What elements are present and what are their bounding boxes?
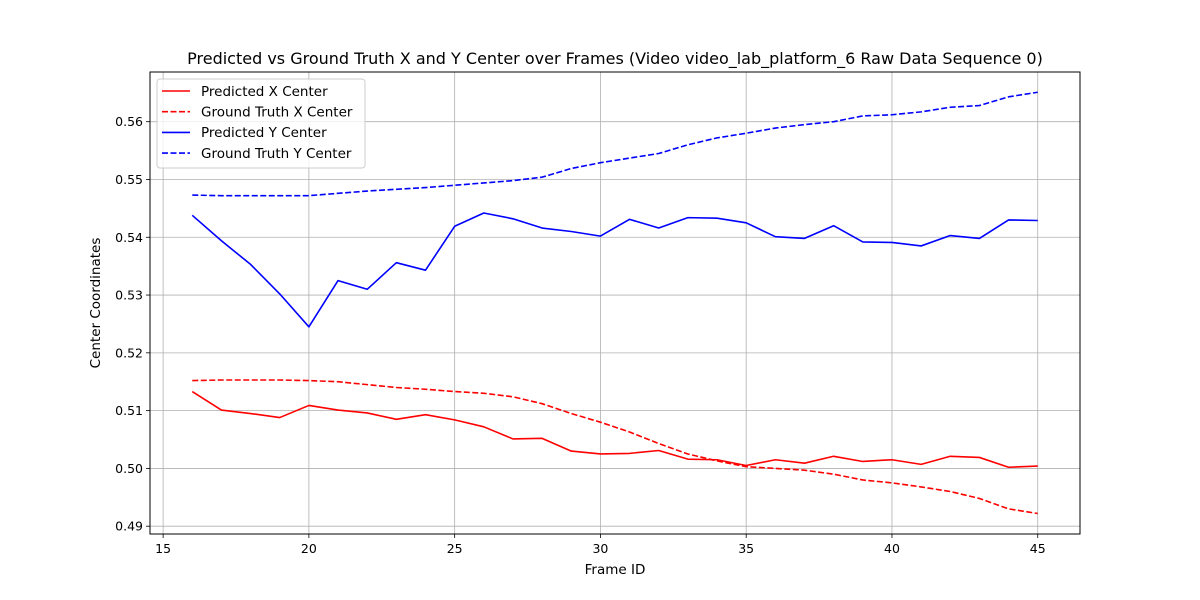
x-tick-label: 40 bbox=[884, 541, 900, 556]
legend-label-1: Predicted X Center bbox=[201, 84, 328, 100]
x-axis: 15 20 25 30 35 40 45 bbox=[155, 534, 1046, 556]
x-tick-label: 20 bbox=[301, 541, 317, 556]
series-line-1 bbox=[191, 390, 1038, 469]
y-axis-label: Center Coordinates bbox=[88, 238, 104, 369]
y-axis: 0.49 0.50 0.51 0.52 0.53 0.54 0.55 0.56 bbox=[115, 114, 150, 534]
x-tick-label: 45 bbox=[1030, 541, 1046, 556]
legend-label-2: Ground Truth X Center bbox=[201, 105, 353, 121]
chart-title: Predicted vs Ground Truth X and Y Center… bbox=[187, 49, 1043, 69]
y-tick-label: 0.49 bbox=[115, 519, 143, 534]
legend: Predicted X Center Ground Truth X Center P… bbox=[156, 78, 366, 169]
x-tick-label: 35 bbox=[738, 541, 754, 556]
y-tick-label: 0.54 bbox=[115, 230, 143, 245]
x-tick-label: 15 bbox=[155, 541, 171, 556]
legend-box bbox=[156, 78, 366, 169]
y-tick-label: 0.55 bbox=[115, 172, 143, 187]
grid bbox=[150, 72, 1080, 534]
y-tick-label: 0.56 bbox=[115, 114, 143, 129]
legend-label-4: Ground Truth Y Center bbox=[201, 146, 352, 162]
series-layer bbox=[191, 91, 1038, 515]
plot-frame bbox=[149, 71, 1081, 535]
y-tick-label: 0.52 bbox=[115, 345, 143, 360]
series-line-4 bbox=[192, 91, 1038, 197]
y-tick-label: 0.51 bbox=[115, 403, 143, 418]
y-tick-label: 0.53 bbox=[115, 288, 143, 303]
x-axis-label: Frame ID bbox=[585, 562, 646, 578]
legend-label-3: Predicted Y Center bbox=[201, 125, 327, 141]
y-tick-label: 0.50 bbox=[115, 461, 143, 476]
x-tick-label: 30 bbox=[592, 541, 608, 556]
x-tick-label: 25 bbox=[447, 541, 463, 556]
series-line-3 bbox=[191, 212, 1038, 328]
series-line-2 bbox=[192, 379, 1038, 515]
